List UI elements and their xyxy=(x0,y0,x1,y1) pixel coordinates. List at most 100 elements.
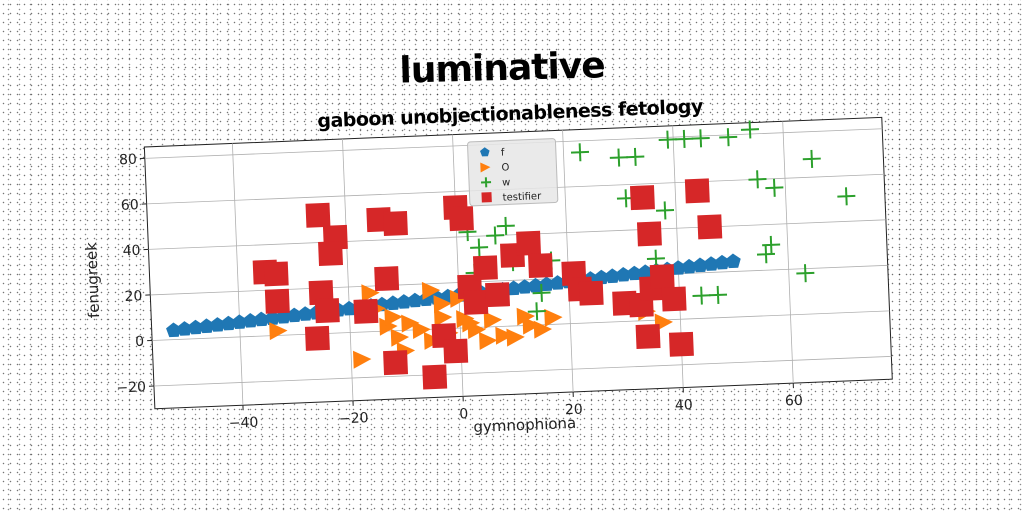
data-point xyxy=(297,306,313,321)
legend-marker xyxy=(479,147,490,157)
data-point xyxy=(264,288,290,314)
data-point xyxy=(697,214,723,240)
legend-label: w xyxy=(502,177,511,188)
data-point xyxy=(495,326,514,345)
legend-box xyxy=(467,138,559,207)
data-point xyxy=(463,289,489,315)
data-point xyxy=(708,285,728,304)
legend-marker xyxy=(481,192,492,203)
data-point xyxy=(220,315,237,331)
legend-label: O xyxy=(501,162,509,173)
y-tick-label: 40 xyxy=(122,243,140,260)
data-point xyxy=(756,245,776,264)
data-point xyxy=(636,221,662,247)
data-point xyxy=(740,120,759,139)
data-point xyxy=(390,328,410,347)
data-point xyxy=(374,266,400,292)
data-point xyxy=(472,255,498,281)
data-point xyxy=(506,328,525,347)
data-point xyxy=(353,298,379,324)
legend-marker xyxy=(481,177,492,188)
data-point xyxy=(166,322,182,338)
x-grid-line xyxy=(342,138,354,401)
data-point xyxy=(684,178,710,204)
data-point xyxy=(407,292,423,308)
data-point xyxy=(527,302,546,321)
x-tick-label: 0 xyxy=(459,406,469,422)
data-point xyxy=(539,276,555,292)
y-axis-ticks: −20 0 20 40 60 80 xyxy=(116,152,154,396)
data-point xyxy=(433,295,452,314)
data-point xyxy=(264,310,281,325)
y-tick-label: 80 xyxy=(119,152,137,169)
data-point xyxy=(382,211,408,236)
data-point xyxy=(379,317,398,336)
data-point xyxy=(443,338,469,364)
data-point xyxy=(483,311,503,330)
data-point xyxy=(626,147,645,166)
data-point xyxy=(675,129,694,148)
data-point xyxy=(304,325,330,351)
data-point xyxy=(209,317,226,332)
data-point xyxy=(422,364,448,390)
data-point xyxy=(383,350,409,376)
data-point xyxy=(412,321,431,339)
data-point xyxy=(527,253,553,279)
x-tick-label: −20 xyxy=(339,410,369,427)
data-point xyxy=(646,249,665,268)
data-point xyxy=(604,268,621,284)
data-point xyxy=(626,265,643,281)
data-point xyxy=(516,307,535,326)
legend-label: testifier xyxy=(502,191,542,204)
data-point xyxy=(231,314,248,329)
data-point xyxy=(670,260,686,275)
data-point xyxy=(681,258,697,274)
data-point xyxy=(714,254,730,270)
data-point xyxy=(802,149,821,168)
data-point xyxy=(352,350,372,369)
data-point xyxy=(485,282,511,308)
data-point xyxy=(341,300,357,316)
data-point xyxy=(719,128,738,147)
data-point xyxy=(517,279,533,294)
data-point xyxy=(421,281,441,300)
data-point xyxy=(470,238,489,257)
data-point xyxy=(263,261,289,287)
data-point xyxy=(725,253,741,269)
data-point xyxy=(314,298,340,324)
data-point xyxy=(765,178,784,197)
x-tick-label: 60 xyxy=(785,393,803,410)
data-point xyxy=(655,201,675,220)
x-grid-line xyxy=(782,121,794,384)
data-point xyxy=(199,318,215,334)
data-point xyxy=(635,324,661,349)
data-point xyxy=(578,280,604,306)
data-point xyxy=(796,264,815,283)
x-tick-label: 20 xyxy=(565,402,583,419)
data-point xyxy=(649,264,675,290)
legend: fOw testifier xyxy=(467,138,559,207)
data-point xyxy=(692,257,708,273)
data-point xyxy=(748,170,767,189)
data-point xyxy=(286,307,302,323)
data-point xyxy=(318,241,344,266)
data-point xyxy=(658,130,677,149)
data-point xyxy=(570,143,590,162)
x-grid-line xyxy=(232,143,244,406)
data-point xyxy=(396,294,412,309)
data-point xyxy=(242,313,259,328)
data-point xyxy=(762,235,781,254)
legend-marker xyxy=(480,162,491,173)
data-point xyxy=(532,283,551,302)
data-point xyxy=(384,308,403,327)
x-axis-ticks: −40 −20 0 20 40 60 xyxy=(229,383,803,432)
data-point xyxy=(433,308,453,327)
data-point xyxy=(486,226,505,245)
legend-label: f xyxy=(501,148,505,159)
x-tick-label: 40 xyxy=(675,397,693,414)
x-grid-line xyxy=(562,130,574,392)
data-point xyxy=(629,185,655,211)
data-point xyxy=(692,286,711,305)
